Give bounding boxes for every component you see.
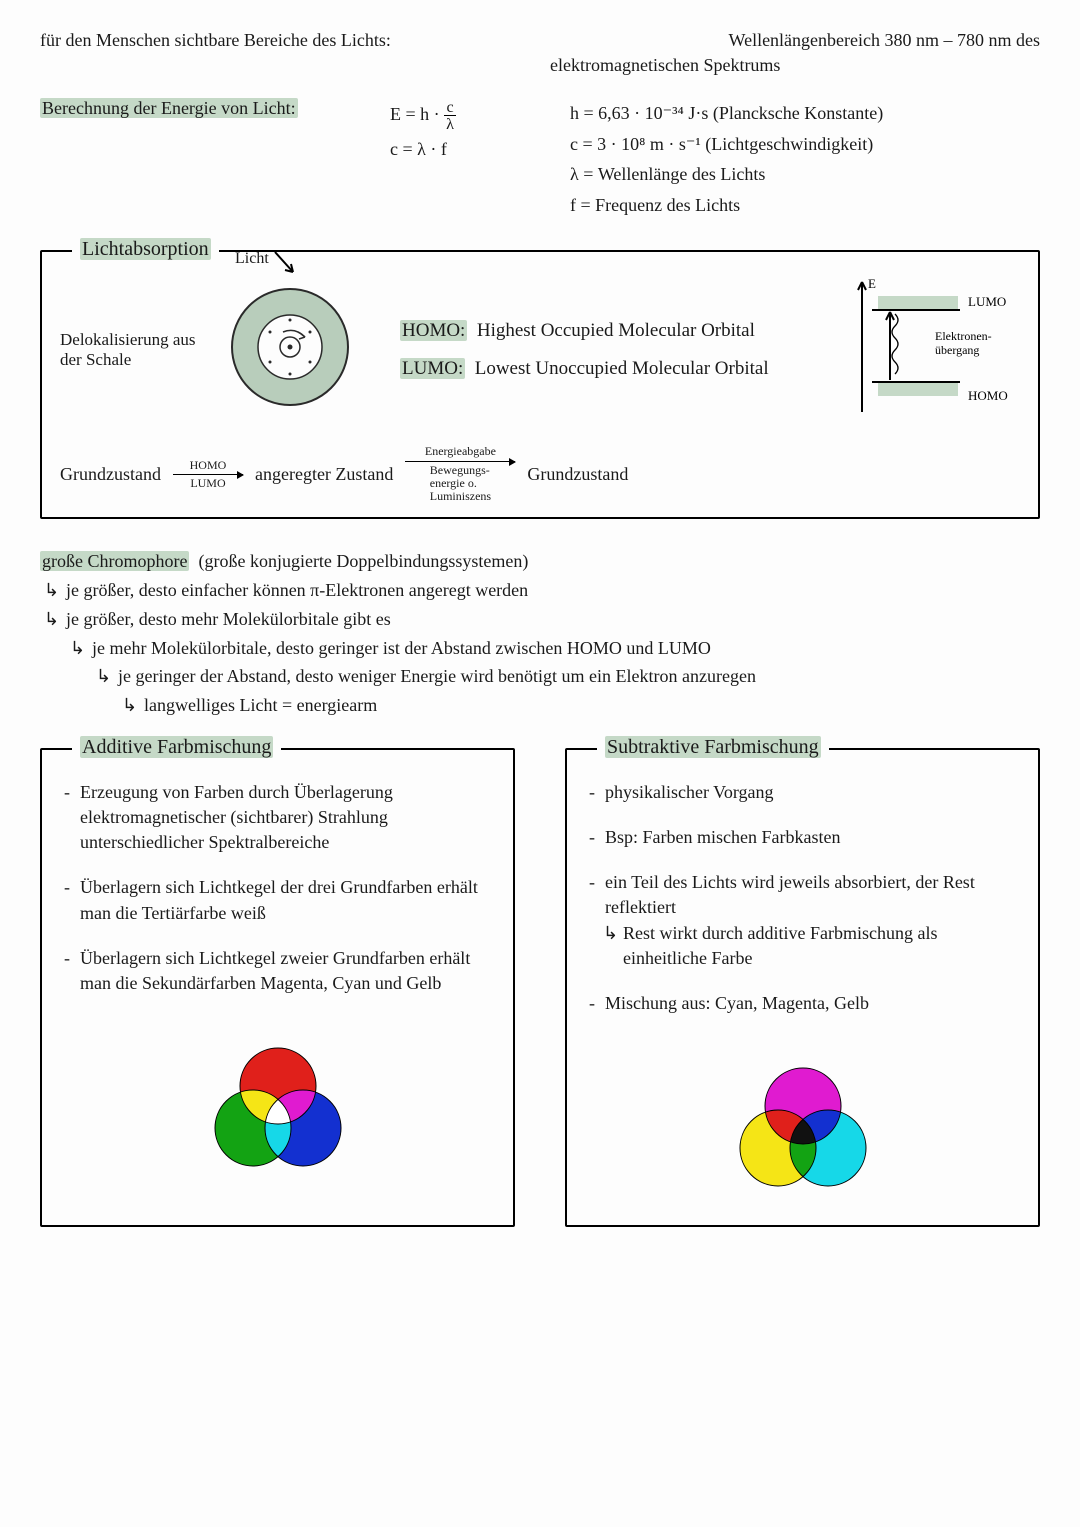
svg-text:HOMO: HOMO	[968, 388, 1008, 403]
lumo-def: Lowest Unoccupied Molecular Orbital	[475, 358, 769, 379]
const-f: f = Frequenz des Lichts	[570, 190, 1040, 221]
energy-title: Berechnung der Energie von Licht:	[40, 98, 298, 118]
state-transition: Grundzustand HOMO LUMO angeregter Zustan…	[60, 445, 1020, 503]
state-ground1: Grundzustand	[60, 464, 161, 485]
delok-label: Delokalisierung aus der Schale	[60, 330, 200, 370]
lumo-abbr: LUMO:	[400, 358, 465, 379]
formula-c: c = λ · f	[390, 133, 540, 165]
e-axis-label: E	[868, 276, 876, 291]
arrow-homo-lumo: HOMO LUMO	[173, 459, 243, 490]
chromo-l1: je größer, desto einfacher können π-Elek…	[66, 576, 1040, 605]
const-c: c = 3 · 10⁸ m · s⁻¹ (Lichtgeschwindigkei…	[570, 129, 1040, 160]
svg-text:übergang: übergang	[935, 343, 979, 357]
chromophore-section: große Chromophore (große konjugierte Dop…	[40, 547, 1040, 720]
visible-range-left: für den Menschen sichtbare Bereiche des …	[40, 30, 391, 51]
const-l: λ = Wellenlänge des Lichts	[570, 159, 1040, 190]
state-excited: angeregter Zustand	[255, 464, 393, 485]
arrow-energy-release: Energieabgabe Bewegungs- energie o. Lumi…	[405, 445, 515, 503]
additive-item-1: Erzeugung von Farben durch Überlagerung …	[64, 780, 491, 856]
homo-abbr: HOMO:	[400, 320, 467, 341]
additive-box: Additive Farbmischung Erzeugung von Farb…	[40, 748, 515, 1227]
energy-diagram: E LUMO HOMO Elektronen- übergang	[850, 272, 1020, 427]
chromo-l5: langwelliges Licht = energiearm	[144, 691, 1040, 720]
svg-text:Elektronen-: Elektronen-	[935, 329, 992, 343]
state-ground2: Grundzustand	[527, 464, 628, 485]
additive-title: Additive Farbmischung	[80, 736, 273, 758]
atom-diagram: Licht	[225, 282, 375, 417]
lichtabsorption-title: Lichtabsorption	[80, 238, 211, 260]
energy-section: Berechnung der Energie von Licht: E = h …	[40, 98, 1040, 220]
subtractive-item-2: Bsp: Farben mischen Farbkasten	[589, 825, 1016, 850]
visible-range-right2: elektromagnetischen Spektrums	[550, 55, 1040, 76]
const-h: h = 6,63 · 10⁻³⁴ J·s (Plancksche Konstan…	[570, 98, 1040, 129]
chromo-l3: je mehr Molekülorbitale, desto geringer …	[92, 634, 1040, 663]
formula-e: E = h · c λ	[390, 98, 540, 133]
chromo-heading: große Chromophore	[40, 551, 189, 571]
additive-item-2: Überlagern sich Lichtkegel der drei Grun…	[64, 875, 491, 925]
chromo-l4: je geringer der Abstand, desto weniger E…	[118, 662, 1040, 691]
homo-def: Highest Occupied Molecular Orbital	[477, 320, 755, 341]
subtractive-item-3: ein Teil des Lichts wird jeweils absorbi…	[589, 870, 1016, 971]
subtractive-venn	[585, 1056, 1020, 1211]
subtractive-item-1: physikalischer Vorgang	[589, 780, 1016, 805]
lichtabsorption-box: Lichtabsorption Delokalisierung aus der …	[40, 250, 1040, 519]
subtractive-title: Subtraktive Farbmischung	[605, 736, 821, 758]
additive-venn	[60, 1036, 495, 1191]
chromo-l2: je größer, desto mehr Molekülorbitale gi…	[66, 605, 1040, 634]
visible-range-right1: Wellenlängenbereich 380 nm – 780 nm des	[729, 30, 1040, 51]
subtractive-box: Subtraktive Farbmischung physikalischer …	[565, 748, 1040, 1227]
visible-range-section: für den Menschen sichtbare Bereiche des …	[40, 30, 1040, 76]
licht-label: Licht	[235, 250, 269, 267]
subtractive-item-4: Mischung aus: Cyan, Magenta, Gelb	[589, 991, 1016, 1016]
svg-text:LUMO: LUMO	[968, 294, 1006, 309]
additive-item-3: Überlagern sich Lichtkegel zweier Grundf…	[64, 946, 491, 996]
